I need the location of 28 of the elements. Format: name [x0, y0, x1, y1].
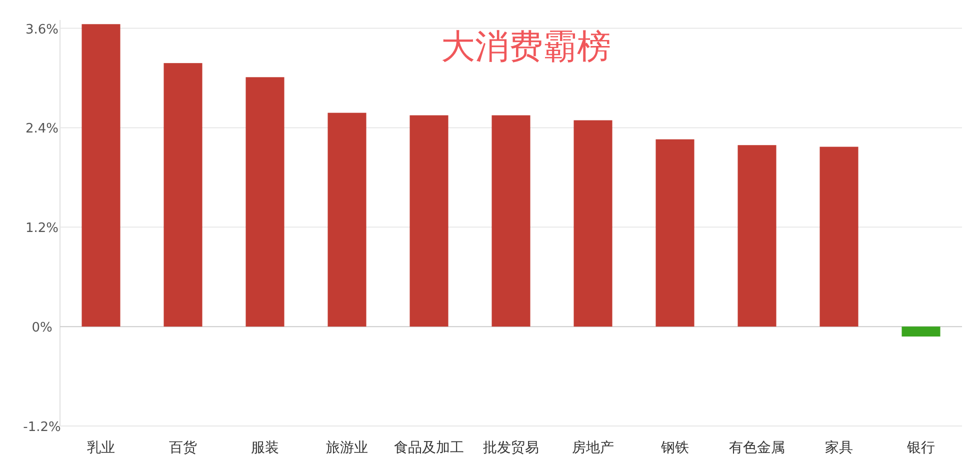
y-tick-label: 0% — [32, 320, 52, 336]
bar — [164, 63, 202, 327]
bar — [738, 145, 776, 327]
x-tick-label: 家具 — [825, 440, 853, 456]
x-tick-label: 钢铁 — [660, 440, 689, 456]
bar — [492, 115, 530, 327]
bar — [820, 146, 858, 327]
chart-title: 大消费霸榜 — [441, 27, 611, 67]
bar — [574, 120, 612, 327]
bar — [328, 112, 366, 327]
x-tick-label: 百货 — [169, 440, 197, 456]
bar — [246, 77, 284, 327]
bar — [656, 139, 694, 327]
bar — [410, 115, 448, 327]
x-tick-label: 有色金属 — [729, 440, 785, 456]
bar — [82, 24, 120, 327]
x-tick-label: 银行 — [906, 440, 935, 456]
x-tick-label: 服装 — [251, 440, 279, 456]
y-tick-label: 2.4% — [25, 122, 59, 137]
x-tick-label: 食品及加工 — [394, 440, 464, 456]
x-tick-label: 乳业 — [87, 440, 115, 456]
x-tick-label: 房地产 — [572, 440, 614, 456]
y-tick-label: 1.2% — [25, 221, 59, 236]
bar — [902, 326, 940, 337]
x-tick-label: 旅游业 — [326, 440, 368, 456]
x-tick-label: 批发贸易 — [483, 440, 539, 456]
y-tick-label: 3.6% — [25, 22, 59, 38]
y-tick-label: -1.2% — [23, 420, 61, 435]
